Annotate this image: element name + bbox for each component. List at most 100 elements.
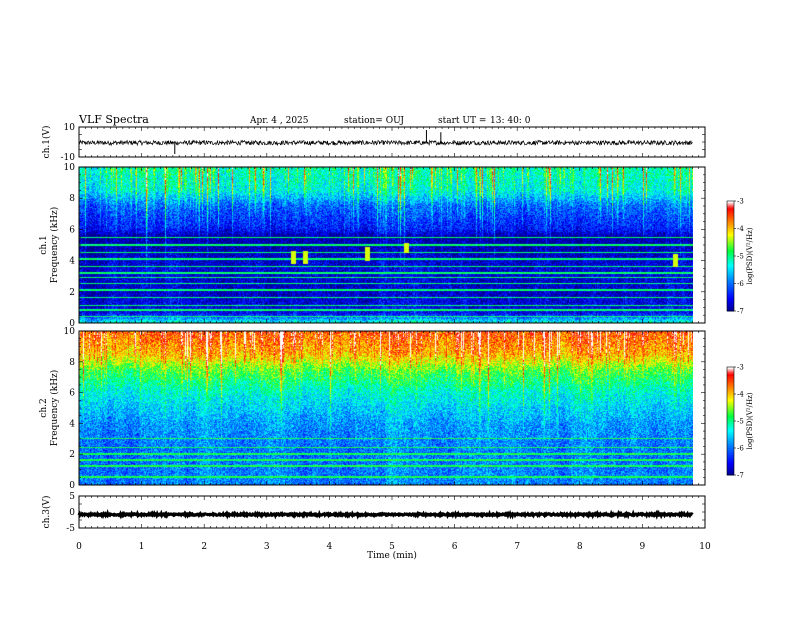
colorbar-swatch: [727, 430, 734, 433]
colorbar-swatch: [727, 471, 734, 474]
colorbar-swatch: [727, 248, 734, 251]
colorbar-swatch: [727, 370, 734, 373]
colorbar-swatch: [727, 433, 734, 436]
ch1-spectrogram-ylabel: Frequency (kHz): [49, 207, 60, 284]
colorbar-swatch: [727, 245, 734, 248]
colorbar-swatch: [727, 368, 734, 372]
colorbar-swatch: [727, 383, 734, 386]
colorbar-swatch: [727, 290, 734, 294]
colorbar-swatch: [727, 307, 734, 310]
colorbar-tick-label: -4: [737, 391, 744, 399]
colorbar-tick-label: -6: [737, 445, 744, 453]
colorbar-swatch: [727, 455, 734, 458]
colorbar-swatch: [727, 201, 734, 204]
colorbar-swatch: [727, 457, 734, 460]
freq-tick-label: 0: [69, 319, 75, 329]
colorbar-swatch: [727, 268, 734, 272]
ch3-waveform-ytick-mid: 0: [69, 508, 75, 518]
colorbar-swatch: [727, 381, 734, 384]
colorbar-swatch: [727, 263, 734, 266]
time-axis-label: Time (min): [367, 550, 417, 561]
ch1-waveform-ytick-top: 10: [64, 123, 76, 133]
colorbar-swatch: [727, 265, 734, 268]
figure-title: VLF Spectra: [78, 113, 149, 126]
freq-tick-label: 4: [69, 257, 75, 267]
colorbar-swatch: [727, 462, 734, 465]
ch1-waveform-ytick-bottom: -10: [61, 153, 76, 163]
colorbar-swatch: [727, 276, 734, 279]
colorbar-swatch: [727, 243, 734, 246]
freq-tick-label: 6: [69, 225, 75, 235]
freq-tick-label: 8: [69, 194, 75, 204]
colorbar-swatch: [727, 252, 734, 255]
colorbar-swatch: [727, 390, 734, 393]
colorbar-swatch: [727, 458, 734, 462]
colorbar-swatch: [727, 285, 734, 288]
colorbar-swatch: [727, 272, 734, 275]
colorbar-swatch: [727, 413, 734, 417]
station-label: station= OUJ: [344, 116, 404, 126]
colorbar-swatch: [727, 230, 734, 233]
time-tick-label: 1: [139, 542, 145, 552]
colorbar-swatch: [727, 228, 734, 231]
time-tick-label: 4: [327, 542, 333, 552]
time-tick-label: 8: [577, 542, 583, 552]
colorbar-swatch: [727, 401, 734, 404]
colorbar-swatch: [727, 424, 734, 427]
colorbar-swatch: [727, 435, 734, 438]
ch2-colorbar: -3 -4 -5 -6 -7 log(PSD)(V²/Hz): [726, 364, 754, 480]
colorbar-swatch: [727, 237, 734, 240]
colorbar-swatch: [727, 410, 734, 413]
colorbar-swatch: [727, 257, 734, 261]
ch3-waveform-ylabel: ch.3(V): [41, 496, 52, 529]
ch1-colorbar: -3 -4 -5 -6 -7 log(PSD)(V²/Hz): [726, 198, 754, 316]
freq-tick-label: 10: [64, 327, 76, 337]
freq-tick-label: 6: [69, 389, 75, 399]
colorbar-swatch: [727, 241, 734, 244]
colorbar-swatch: [727, 294, 734, 297]
colorbar-swatch: [727, 215, 734, 218]
colorbar-swatch: [727, 250, 734, 253]
colorbar-swatch: [727, 449, 734, 453]
colorbar-swatch: [727, 283, 734, 286]
ch3-waveform-ytick-top: 5: [69, 492, 75, 502]
colorbar-swatch: [727, 426, 734, 429]
colorbar-swatch: [727, 213, 734, 217]
colorbar-swatch: [727, 392, 734, 395]
colorbar-swatch: [727, 446, 734, 449]
colorbar-swatch: [727, 226, 734, 229]
colorbar-swatch: [727, 212, 734, 215]
ch1-spectrogram-yticks: 0 2 4 6 8 10: [64, 163, 705, 329]
colorbar-swatch: [727, 219, 734, 222]
ch1-channel-label: ch.1: [39, 235, 49, 254]
time-tick-label: 6: [452, 542, 458, 552]
colorbar-swatch: [727, 403, 734, 406]
colorbar-swatch: [727, 428, 734, 431]
colorbar-swatch: [727, 301, 734, 305]
colorbar-swatch: [727, 395, 734, 399]
colorbar-swatch: [727, 292, 734, 295]
colorbar-swatch: [727, 376, 734, 379]
colorbar-swatch: [727, 379, 734, 382]
colorbar-swatch: [727, 259, 734, 262]
colorbar-swatch: [727, 415, 734, 418]
colorbar-swatch: [727, 440, 734, 444]
ch2-spectrogram-yticks: 0 2 4 6 8 10: [64, 327, 705, 491]
ch1-waveform-ylabel: ch.1(V): [41, 126, 52, 159]
colorbar-swatch: [727, 453, 734, 456]
colorbar-swatch: [727, 385, 734, 388]
colorbar-label: log(PSD)(V²/Hz): [746, 392, 754, 449]
colorbar-swatch: [727, 279, 734, 283]
time-tick-label: 5: [389, 542, 395, 552]
colorbar-swatch: [727, 234, 734, 237]
colorbar-swatch: [727, 296, 734, 299]
colorbar-swatch: [727, 451, 734, 454]
start-ut-label: start UT =: [438, 116, 486, 126]
colorbar-swatch: [727, 208, 734, 211]
start-ut-time: 13: 40: 0: [490, 116, 531, 126]
colorbar-swatch: [727, 406, 734, 409]
colorbar-swatch: [727, 419, 734, 422]
colorbar-swatch: [727, 221, 734, 224]
colorbar-swatch: [727, 386, 734, 390]
